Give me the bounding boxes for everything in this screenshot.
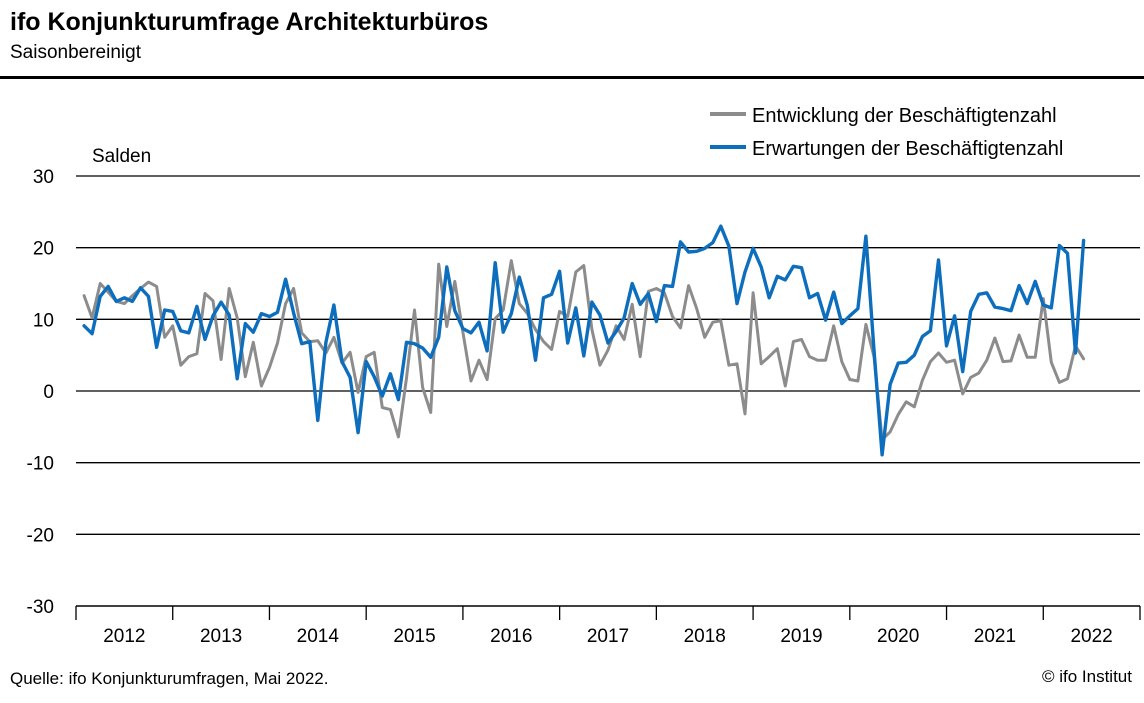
y-axis-ticks: 30 20 10 0 -10 -20 -30 bbox=[27, 167, 54, 618]
x-tick-label: 2022 bbox=[1070, 626, 1112, 647]
copyright-note: © ifo Institut bbox=[1041, 667, 1132, 686]
x-axis: 2012 2013 2014 2015 2016 2017 2018 2019 2020 2021… bbox=[75, 605, 1141, 647]
series-line-1 bbox=[82, 259, 1086, 442]
series-lines bbox=[82, 224, 1086, 457]
series-line-2 bbox=[82, 224, 1086, 457]
legend-label: Erwartungen der Beschäftigtenzahl bbox=[752, 138, 1063, 160]
y-tick-label: 20 bbox=[33, 239, 54, 260]
chart-title: ifo Konjunkturumfrage Architekturbüros bbox=[10, 8, 489, 36]
title-divider bbox=[0, 76, 1144, 79]
x-tick-label: 2018 bbox=[684, 626, 726, 647]
x-tick-label: 2021 bbox=[974, 626, 1016, 647]
x-tick-label: 2015 bbox=[393, 626, 435, 647]
y-tick-label: -10 bbox=[27, 454, 54, 475]
x-tick-label: 2016 bbox=[490, 626, 532, 647]
source-note: Quelle: ifo Konjunkturumfragen, Mai 2022… bbox=[10, 669, 329, 688]
y-axis-label: Salden bbox=[92, 146, 151, 167]
x-tick-label: 2017 bbox=[587, 626, 629, 647]
legend-label: Entwicklung der Beschäftigtenzahl bbox=[752, 105, 1057, 127]
y-tick-label: 30 bbox=[33, 167, 54, 188]
chart-subtitle: Saisonbereinigt bbox=[10, 42, 141, 63]
x-tick-label: 2012 bbox=[103, 626, 145, 647]
legend: Entwicklung der Beschäftigtenzahl Erwartu… bbox=[710, 105, 1063, 160]
y-tick-label: 10 bbox=[33, 310, 54, 331]
x-tick-label: 2013 bbox=[200, 626, 242, 647]
x-tick-label: 2019 bbox=[780, 626, 822, 647]
y-tick-label: -20 bbox=[27, 525, 54, 546]
y-tick-label: -30 bbox=[27, 597, 54, 618]
x-tick-label: 2014 bbox=[297, 626, 340, 647]
x-tick-label: 2020 bbox=[877, 626, 919, 647]
y-tick-label: 0 bbox=[43, 382, 54, 403]
